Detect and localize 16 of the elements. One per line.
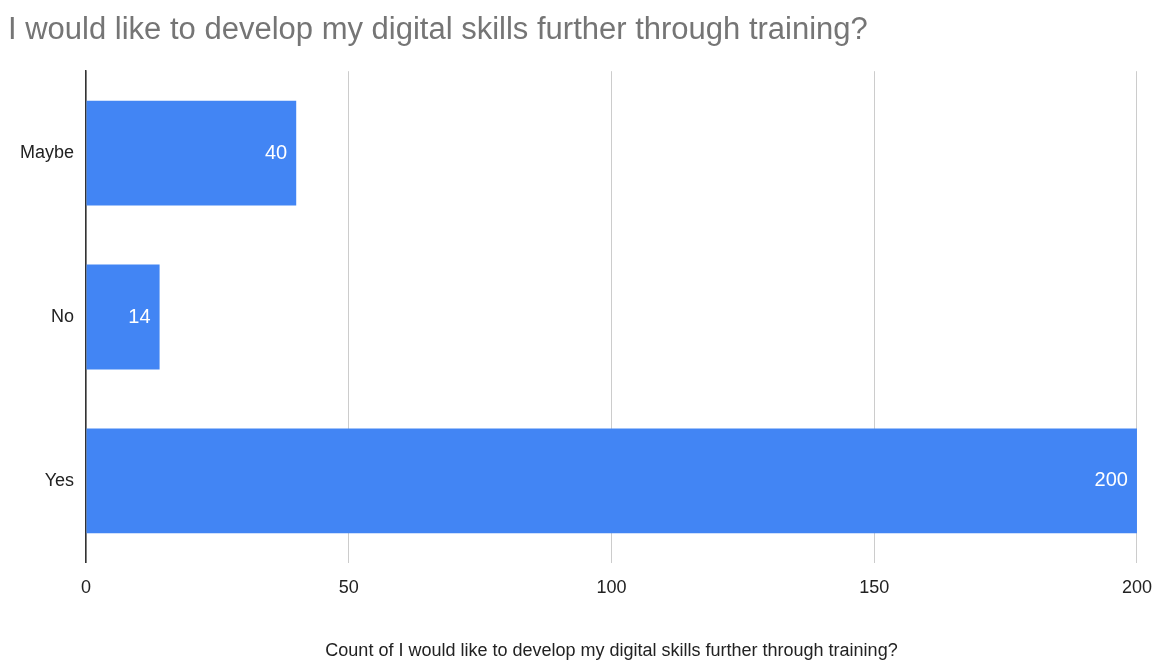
bar [86, 100, 297, 206]
y-tick-label: Yes [44, 469, 75, 490]
x-tick-label: 200 [1121, 576, 1153, 597]
y-tick-label: No [51, 305, 75, 326]
x-axis-title: Count of I would like to develop my digital skills further through training? [325, 640, 898, 661]
x-tick-label: 100 [596, 576, 627, 597]
data-label: 14 [128, 304, 151, 327]
x-tick-label: 50 [338, 576, 359, 597]
x-tick-label: 0 [81, 576, 92, 597]
bar [86, 428, 1137, 534]
x-tick-label: 150 [859, 576, 890, 597]
y-tick-label: Maybe [20, 142, 75, 163]
chart-title: I would like to develop my digital skills further through training? [8, 11, 868, 47]
data-label: 40 [264, 140, 288, 163]
data-label: 200 [1094, 468, 1128, 491]
bar [86, 264, 160, 370]
